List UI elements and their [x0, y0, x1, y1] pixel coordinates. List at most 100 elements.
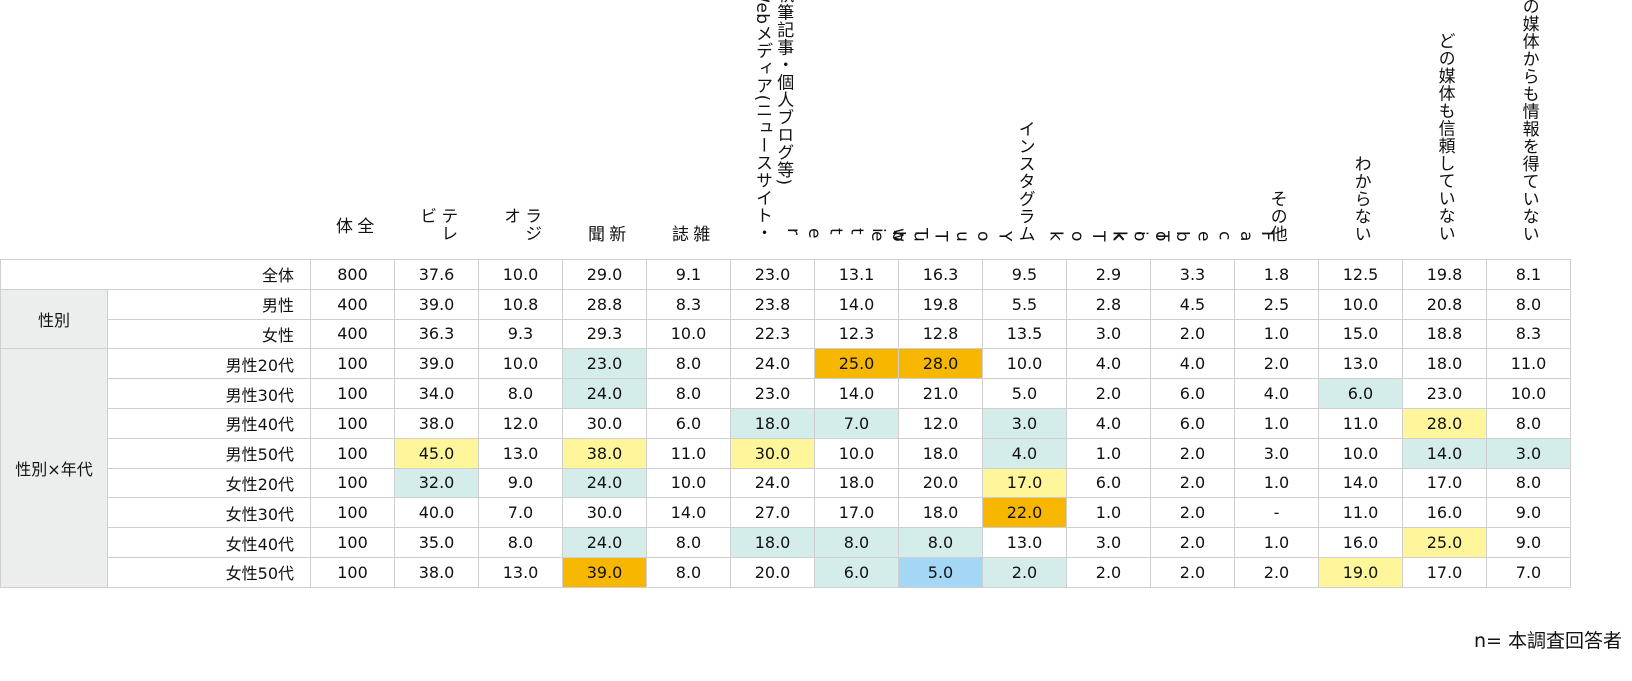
table-cell: 8.0	[646, 348, 732, 380]
table-cell: 1.0	[1066, 497, 1152, 529]
table-cell: 22.0	[982, 497, 1068, 529]
table-cell: 8.3	[1486, 318, 1572, 350]
table-cell: 1.0	[1234, 318, 1320, 350]
table-cell: 35.0	[394, 527, 480, 558]
row-label: 女性40代	[106, 527, 312, 558]
table-cell: 23.0	[730, 259, 816, 290]
table-row: 男性50代 100 45.0 13.0 38.0 11.0 30.0 10.0 18.0 4.0 1…	[1, 437, 1572, 469]
column-header: T i k T o k	[1046, 0, 1172, 248]
row-label: 女性50代	[106, 556, 312, 588]
table-cell: 13.1	[814, 259, 900, 290]
table-cell: 10.0	[1486, 378, 1572, 409]
table-cell: 13.5	[982, 318, 1068, 350]
row-label: 女性30代	[106, 497, 312, 529]
table-cell: 5.0	[982, 378, 1068, 409]
table-cell: 14.0	[1318, 467, 1404, 499]
table-cell: 17.0	[1402, 467, 1488, 499]
column-header-label: 新 聞	[584, 224, 626, 243]
row-label: 女性20代	[106, 467, 312, 499]
table-cell: 11.0	[1318, 497, 1404, 529]
table-cell: 1.0	[1234, 467, 1320, 499]
row-label: 全体	[0, 259, 312, 290]
column-header: 執筆記事・個人ブログ等) Webメディア(ニュースサイト・	[730, 0, 814, 248]
table-cell: 9.0	[478, 467, 564, 499]
table-cell: 9.5	[982, 259, 1068, 290]
table-cell: 36.3	[394, 318, 480, 350]
table-cell: 19.0	[1318, 556, 1404, 588]
table-cell: 2.0	[1150, 437, 1236, 469]
table-cell: 24.0	[562, 378, 648, 409]
column-header: テレ ビ	[394, 0, 478, 248]
column-header-label: T w i t t e r	[782, 227, 931, 242]
table-cell: 7.0	[814, 407, 900, 439]
table-cell: 38.0	[394, 556, 480, 588]
table-cell: 7.0	[478, 497, 564, 529]
row-group-label: 性別×年代	[0, 348, 108, 588]
table-cell: 30.0	[562, 407, 648, 439]
table-cell: 10.0	[478, 348, 564, 380]
table-row: 全体 800 37.6 10.0 29.0 9.1 23.0 13.1 16.3 9.5 2.9 3.…	[0, 259, 1572, 290]
table-cell: 2.0	[1234, 556, 1320, 588]
table-cell: 10.0	[646, 467, 732, 499]
table-cell: 23.0	[562, 348, 648, 380]
table-cell: 34.0	[394, 378, 480, 409]
table-cell: 28.0	[1402, 407, 1488, 439]
column-header: その他	[1234, 0, 1318, 248]
table-cell: 20.0	[898, 467, 984, 499]
table-cell: 24.0	[562, 467, 648, 499]
table-cell: 2.9	[1066, 259, 1152, 290]
column-header: インスタグラム	[982, 0, 1066, 248]
table-cell: 22.3	[730, 318, 816, 350]
table-cell: 10.0	[478, 259, 564, 290]
column-header: T w i t t e r	[783, 0, 931, 248]
table-cell: 1.0	[1066, 437, 1152, 469]
table-cell: 100	[310, 348, 396, 380]
table-cell: 13.0	[982, 527, 1068, 558]
table-cell: 25.0	[1402, 527, 1488, 558]
table-cell: 18.0	[898, 437, 984, 469]
table-cell: 28.8	[562, 288, 648, 320]
column-header-label: T i k T o k	[1045, 231, 1172, 242]
table-cell: 14.0	[646, 497, 732, 529]
column-header-label: 雑 誌	[668, 224, 710, 243]
table-cell: 10.0	[1318, 288, 1404, 320]
table-cell: 2.0	[1066, 378, 1152, 409]
table-cell: 6.0	[814, 556, 900, 588]
table-cell: 39.0	[394, 288, 480, 320]
table-cell: 27.0	[730, 497, 816, 529]
table-cell: 5.0	[898, 556, 984, 588]
table-cell: 9.3	[478, 318, 564, 350]
column-header-label: 執筆記事・個人ブログ等) Webメディア(ニュースサイト・	[752, 0, 794, 242]
table-row: 女性30代 100 40.0 7.0 30.0 14.0 27.0 17.0 18.0 22.0 1…	[1, 497, 1572, 529]
table-cell: 18.0	[730, 527, 816, 558]
table-cell: 24.0	[562, 527, 648, 558]
table-cell: 24.0	[730, 348, 816, 380]
table-cell: 3.0	[1234, 437, 1320, 469]
table-cell: 8.0	[898, 527, 984, 558]
row-label: 男性40代	[106, 407, 312, 439]
table-cell: 16.0	[1402, 497, 1488, 529]
table-cell: 18.0	[814, 467, 900, 499]
table-row: 女性50代 100 38.0 13.0 39.0 8.0 20.0 6.0 5.0 2.0 2.0 2…	[1, 556, 1572, 588]
table-cell: 39.0	[394, 348, 480, 380]
table-cell: 4.0	[1234, 378, 1320, 409]
table-cell: 18.0	[1402, 348, 1488, 380]
table-cell: 10.0	[646, 318, 732, 350]
table-cell: 11.0	[1486, 348, 1572, 380]
column-header: ラジ オ	[478, 0, 562, 248]
table-cell: 1.0	[1234, 407, 1320, 439]
table-cell: 24.0	[730, 467, 816, 499]
table-cell: 8.1	[1486, 259, 1572, 290]
table-cell: 15.0	[1318, 318, 1404, 350]
table-cell: 6.0	[1150, 378, 1236, 409]
table-cell: 5.5	[982, 288, 1068, 320]
table-cell: 23.8	[730, 288, 816, 320]
table-cell: 100	[310, 407, 396, 439]
table-cell: 18.0	[898, 497, 984, 529]
table-cell: 100	[310, 497, 396, 529]
table-cell: 1.8	[1234, 259, 1320, 290]
table-cell: 400	[310, 288, 396, 320]
table-row: 性別 男性 400 39.0 10.8 28.8 8.3 23.8 14.0 19.8 5.5 2.8…	[0, 288, 1572, 350]
column-header: 新 聞	[562, 0, 646, 248]
table-cell: 4.0	[1066, 348, 1152, 380]
